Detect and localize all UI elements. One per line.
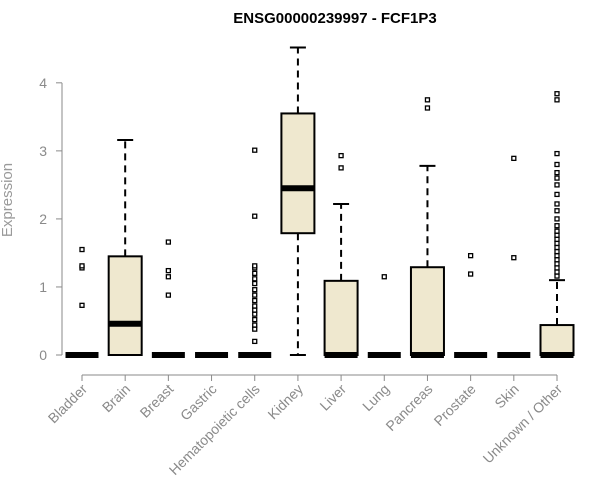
outlier-point [554, 232, 560, 238]
outlier-point [554, 169, 560, 176]
x-tick-label-9: Pancreas [382, 381, 435, 434]
y-tick-label-0: 0 [39, 347, 47, 363]
outlier-point [252, 303, 258, 309]
outlier-point [79, 246, 85, 253]
outlier-point [252, 280, 258, 287]
box-7 [323, 202, 359, 358]
outliers [79, 91, 560, 345]
box-body [280, 112, 316, 235]
outlier-point [554, 97, 560, 103]
x-tick-label-6: Kidney [264, 381, 306, 423]
outlier-point [554, 191, 560, 198]
box-12 [539, 279, 575, 358]
outlier-point [554, 253, 560, 259]
outlier-point [467, 271, 474, 277]
outlier-point [252, 276, 258, 282]
outlier-point [165, 267, 172, 274]
outlier-point [554, 150, 560, 157]
outlier-point [338, 165, 344, 171]
outlier-point [338, 152, 344, 159]
y-tick-label-1: 1 [39, 279, 47, 295]
box-body [539, 324, 575, 357]
y-tick-label-2: 2 [39, 211, 47, 227]
outlier-point [554, 265, 560, 271]
outlier-point [554, 248, 560, 255]
outlier-point [554, 273, 560, 279]
box-body [409, 266, 445, 356]
outlier-point [511, 255, 517, 261]
outlier-point [554, 201, 560, 207]
outlier-point [252, 311, 258, 317]
outlier-point [252, 287, 258, 293]
x-tick-label-7: Liver [316, 381, 349, 414]
box-6 [280, 46, 316, 356]
outlier-point [252, 326, 258, 332]
outlier-point [554, 228, 560, 234]
outlier-point [165, 274, 172, 280]
box-9 [409, 164, 445, 358]
outlier-point [381, 274, 387, 280]
chart-title: ENSG00000239997 - FCF1P3 [233, 10, 436, 27]
x-tick-label-12: Unknown / Other [480, 381, 566, 467]
outlier-point [252, 292, 258, 298]
outlier-point [424, 97, 431, 103]
outlier-point [511, 155, 517, 162]
outlier-point [554, 208, 560, 214]
box-2 [107, 138, 143, 356]
outlier-point [554, 223, 560, 229]
y-tick-label-4: 4 [39, 75, 47, 91]
outlier-point [252, 213, 258, 219]
boxes [65, 46, 575, 358]
outlier-point [252, 338, 258, 345]
outlier-point [554, 175, 560, 181]
box-body [323, 279, 359, 356]
x-tick-label-2: Brain [99, 381, 133, 415]
x-tick-label-3: Breast [137, 381, 177, 421]
outlier-point [554, 236, 560, 242]
x-tick-label-8: Lung [359, 381, 392, 414]
outlier-point [252, 307, 258, 313]
y-tick-label-3: 3 [39, 143, 47, 159]
axes: 0 1 2 3 4 [39, 75, 558, 381]
outlier-point [554, 161, 560, 168]
outlier-point [252, 263, 258, 269]
outlier-point [165, 239, 172, 245]
outlier-point [554, 91, 560, 97]
x-tick-label-4: Gastric [177, 381, 220, 424]
outlier-point [554, 261, 560, 267]
outlier-point [252, 147, 258, 153]
x-tick-label-11: Skin [491, 381, 522, 412]
y-axis-label: Expression [0, 163, 16, 237]
x-tick-label-10: Prostate [431, 381, 479, 429]
outlier-point [252, 270, 258, 276]
outlier-point [554, 182, 560, 188]
outlier-point [554, 269, 560, 275]
outlier-point [252, 297, 258, 304]
outlier-point [79, 263, 85, 269]
outlier-point [79, 302, 85, 308]
outlier-point [252, 316, 258, 323]
outlier-point [554, 244, 560, 251]
outlier-point [165, 292, 172, 298]
outlier-point [252, 322, 258, 328]
outlier-point [554, 257, 560, 263]
outlier-point [554, 216, 560, 222]
x-tick-label-1: Bladder [45, 381, 91, 427]
outlier-point [424, 105, 431, 111]
outlier-point [467, 253, 474, 259]
outlier-point [554, 240, 560, 247]
box-body [107, 255, 143, 356]
